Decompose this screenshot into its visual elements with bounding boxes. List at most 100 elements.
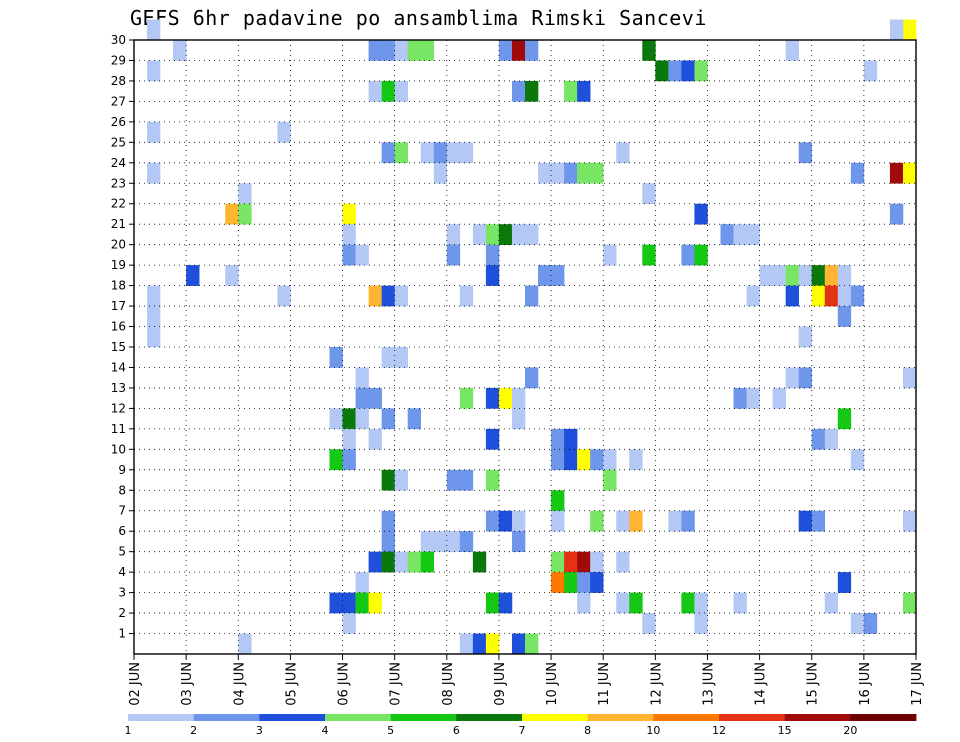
heatmap-cell — [511, 510, 526, 532]
x-tick-label: 03 JUN — [180, 662, 195, 706]
heatmap-cell — [368, 592, 382, 614]
heatmap-cell — [459, 633, 474, 655]
heatmap-cell — [420, 40, 435, 61]
heatmap-cell — [577, 449, 591, 471]
heatmap-cell — [420, 531, 435, 552]
heatmap-cell — [381, 285, 395, 307]
heatmap-cell — [694, 203, 708, 225]
heatmap-cell — [551, 551, 565, 573]
heatmap-cell — [525, 367, 539, 389]
heatmap-cell — [420, 551, 435, 573]
heatmap-cell — [147, 121, 161, 143]
heatmap-cell — [511, 633, 526, 655]
heatmap-cell — [147, 285, 161, 307]
heatmap-cell — [681, 244, 695, 266]
y-tick-label: 5 — [118, 545, 126, 559]
heatmap-cell — [420, 142, 435, 164]
y-tick-label: 29 — [111, 53, 126, 67]
y-tick-label: 13 — [111, 381, 126, 395]
heatmap-cell — [798, 510, 813, 532]
heatmap-cell — [381, 531, 395, 552]
heatmap-cell — [446, 244, 461, 266]
heatmap-cell — [355, 367, 369, 389]
heatmap-cell — [798, 326, 813, 348]
colorbar-label: 4 — [322, 724, 329, 737]
heatmap-cell — [798, 265, 813, 286]
colorbar-swatch — [193, 714, 260, 721]
heatmap-cell — [824, 265, 839, 286]
heatmap-cell — [564, 428, 578, 450]
heatmap-cell — [472, 224, 487, 245]
heatmap-cell — [681, 60, 695, 82]
heatmap-cell — [407, 551, 422, 573]
heatmap-cell — [355, 387, 369, 409]
heatmap-cell — [381, 469, 395, 491]
colorbar-swatch — [719, 714, 786, 721]
heatmap-cell — [863, 60, 878, 82]
y-tick-label: 30 — [111, 33, 126, 47]
heatmap-cell — [368, 40, 382, 61]
heatmap-cell — [850, 449, 865, 471]
y-tick-label: 16 — [111, 320, 126, 334]
heatmap-cell — [238, 633, 252, 655]
heatmap-cell — [525, 40, 539, 61]
heatmap-cell — [759, 265, 773, 286]
heatmap-cell — [798, 367, 813, 389]
heatmap-cell — [459, 285, 474, 307]
x-tick-label: 14 JUN — [754, 662, 769, 706]
heatmap-cell — [225, 265, 239, 286]
colorbar-label: 2 — [190, 724, 197, 737]
heatmap-cell — [863, 613, 878, 634]
x-tick-label: 12 JUN — [649, 662, 664, 706]
heatmap-cell — [355, 408, 369, 430]
heatmap-cell — [342, 203, 356, 225]
heatmap-cell — [525, 633, 539, 655]
heatmap-cell — [785, 367, 799, 389]
heatmap-cell — [433, 162, 448, 184]
heatmap-cell — [238, 183, 252, 205]
colorbar-label: 20 — [843, 724, 857, 737]
heatmap-cell — [902, 19, 917, 41]
heatmap-cell — [577, 572, 591, 593]
heatmap-cell — [564, 162, 578, 184]
heatmap-cell — [811, 510, 826, 532]
heatmap-cell — [850, 613, 865, 634]
heatmap-cell — [902, 162, 917, 184]
heatmap-cell — [329, 408, 343, 430]
colorbar-swatch — [456, 714, 523, 721]
heatmap-cell — [564, 572, 578, 593]
heatmap-cell — [798, 142, 813, 164]
heatmap-cell — [590, 551, 604, 573]
x-axis: 02 JUN 03 JUN 04 JUN 05 JUN 06 JUN 07 JUN 08 J… — [128, 654, 925, 706]
heatmap-cell — [642, 244, 656, 266]
heatmap-cell — [811, 428, 826, 450]
heatmap-cell — [147, 162, 161, 184]
heatmap-cell — [746, 285, 760, 307]
heatmap-cell — [485, 224, 500, 245]
x-tick-label: 02 JUN — [128, 662, 143, 706]
y-tick-label: 6 — [118, 524, 126, 538]
y-tick-label: 24 — [111, 156, 126, 170]
heatmap-cell — [616, 510, 630, 532]
y-tick-label: 19 — [111, 258, 126, 272]
heatmap-cell — [342, 408, 356, 430]
y-tick-label: 27 — [111, 94, 126, 108]
heatmap-cell — [629, 449, 643, 471]
y-tick-label: 10 — [111, 442, 126, 456]
heatmap-cell — [642, 183, 656, 205]
heatmap-cell — [342, 592, 356, 614]
heatmap-cell — [733, 387, 747, 409]
y-tick-label: 8 — [118, 483, 126, 497]
heatmap-cell — [577, 551, 591, 573]
heatmap-cell — [824, 285, 839, 307]
colorbar-label: 15 — [778, 724, 792, 737]
heatmap-cell — [824, 428, 839, 450]
x-tick-label: 16 JUN — [858, 662, 873, 706]
colorbar-label: 7 — [519, 724, 526, 737]
heatmap-cell — [889, 162, 904, 184]
chart-title: GEFS 6hr padavine po ansamblima Rimski S… — [130, 6, 707, 30]
y-tick-label: 22 — [111, 197, 126, 211]
heatmap-cell — [381, 408, 395, 430]
heatmap-cell — [498, 224, 513, 245]
x-tick-label: 08 JUN — [441, 662, 456, 706]
